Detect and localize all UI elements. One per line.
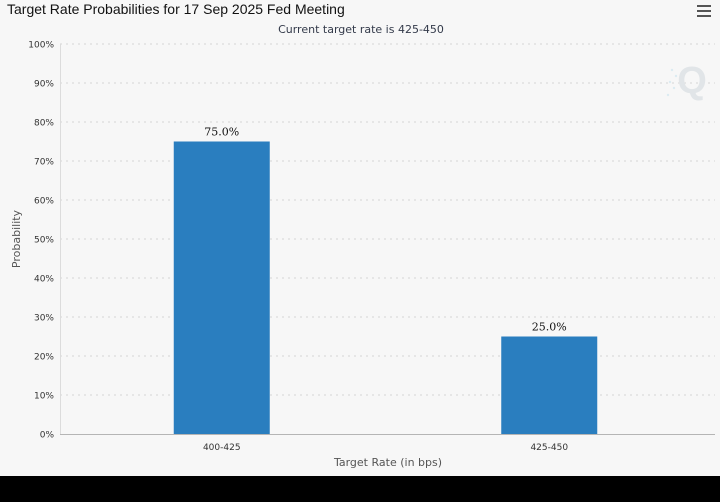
y-tick-label: 50% <box>34 236 54 246</box>
y-tick-label: 10% <box>34 392 54 402</box>
y-tick-label: 0% <box>40 431 55 441</box>
svg-text:Q: Q <box>677 60 707 102</box>
bar-425-450[interactable] <box>501 336 598 435</box>
data-label: 25.0% <box>532 321 567 334</box>
y-tick-label: 30% <box>34 314 54 324</box>
y-tick-label: 70% <box>34 158 54 168</box>
grid-lines <box>60 43 715 396</box>
data-label: 75.0% <box>204 126 239 139</box>
bar-chart: 0% 10% 20% 30% 40% 50% 60% 70% 80% 90% 100% 75.0% 4… <box>10 23 715 469</box>
bars: 75.0% 400-425 25.0% 425-450 <box>173 126 598 453</box>
y-tick-label: 40% <box>34 275 54 285</box>
chart-subtitle: Current target rate is 425-450 <box>278 23 444 36</box>
bar-400-425[interactable] <box>173 141 270 435</box>
chart-panel: Target Rate Probabilities for 17 Sep 202… <box>0 0 720 476</box>
y-axis-label: Probability <box>10 209 23 268</box>
y-tick-label: 100% <box>28 41 54 51</box>
x-tick-label: 400-425 <box>203 443 241 453</box>
x-axis-label: Target Rate (in bps) <box>333 456 442 469</box>
hamburger-menu-icon[interactable] <box>697 5 711 18</box>
y-tick-label: 60% <box>34 197 54 207</box>
y-tick-label: 80% <box>34 119 54 129</box>
chart-title: Target Rate Probabilities for 17 Sep 202… <box>7 1 345 17</box>
y-tick-label: 20% <box>34 353 54 363</box>
y-tick-label: 90% <box>34 80 54 90</box>
cme-q-logo-icon: Q <box>666 60 707 102</box>
x-tick-label: 425-450 <box>530 443 568 453</box>
y-axis-ticks: 0% 10% 20% 30% 40% 50% 60% 70% 80% 90% 100% <box>28 41 54 441</box>
